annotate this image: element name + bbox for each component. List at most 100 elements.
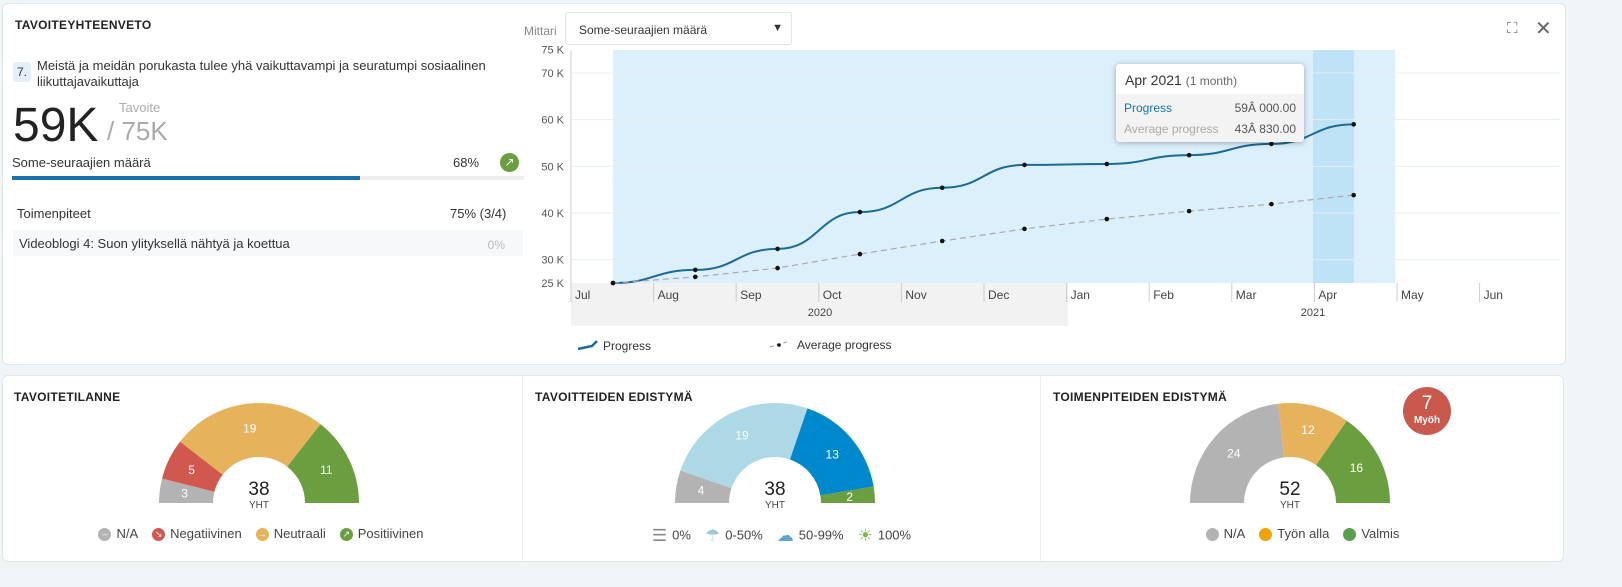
legend-item[interactable]: → Neutraali <box>255 526 326 542</box>
x-tick-label: Sep <box>740 288 762 302</box>
legend-dot-icon <box>1259 528 1273 542</box>
metric-select-value: Some-seuraajien määrä <box>579 23 708 37</box>
gauge-slice-label: 13 <box>826 448 840 462</box>
goal-number: 7. <box>13 62 32 82</box>
summary-title: TAVOITEYHTEENVETO <box>15 18 152 32</box>
x-tick-label: Apr <box>1318 288 1337 302</box>
legend-label: Työn alla <box>1277 526 1330 541</box>
close-icon[interactable]: ✕ <box>1535 18 1552 40</box>
legend-item[interactable]: – N/A <box>98 526 138 542</box>
data-point <box>1351 192 1356 198</box>
data-point <box>775 246 780 252</box>
target-label: Tavoite <box>119 100 161 115</box>
action-item-name: Videoblogi 4: Suon ylityksellä nähtyä ja… <box>19 236 290 251</box>
data-point <box>1186 152 1192 158</box>
gauge-slice-label: 19 <box>243 422 257 436</box>
legend-item[interactable]: ☂ 0-50% <box>705 526 763 546</box>
data-point <box>1269 201 1274 207</box>
gauge-slice <box>287 424 359 503</box>
x-tick-label: Mar <box>1236 288 1257 302</box>
legend-progress-label: Progress <box>603 339 651 353</box>
y-tick-label: 75 K <box>541 45 564 57</box>
fullscreen-icon[interactable]: ⛶ <box>1507 20 1518 37</box>
tooltip-sub: (1 month) <box>1185 74 1238 88</box>
gauge-total-label: YHT <box>1280 500 1300 511</box>
y-tick-label: 25 K <box>541 278 564 290</box>
legend-item[interactable]: ↘ Negatiivinen <box>152 526 242 542</box>
data-point <box>1022 226 1027 232</box>
chart-tooltip: Apr 2021 (1 month) Progress 59Â 000.00 Av… <box>1116 64 1304 142</box>
gauge-slice <box>162 441 223 492</box>
data-point <box>775 265 780 271</box>
legend-item[interactable]: Valmis <box>1343 526 1399 542</box>
gauge-total-label: YHT <box>765 500 785 511</box>
gauge-section: TOIMENPITEIDEN EDISTYMÄ 24 12 16 52 YHT 7 Myöh N… <box>1040 376 1564 561</box>
late-badge[interactable]: 7 Myöh <box>1403 387 1451 435</box>
legend-dot-icon <box>1343 528 1357 542</box>
gauge-slice-label: 5 <box>188 463 195 477</box>
legend-dot-icon: → <box>255 528 269 542</box>
gauge-slice <box>820 486 875 503</box>
gauge-title: TOIMENPITEIDEN EDISTYMÄ <box>1053 390 1228 404</box>
rain-cloud-icon: ☂ <box>704 526 721 545</box>
gauge-total: 38 <box>248 479 269 500</box>
target-value: / 75K <box>107 116 168 146</box>
tooltip-avg-label: Average progress <box>1124 122 1219 136</box>
gauge-legend: N/A Työn alla Valmis <box>1041 526 1564 542</box>
tooltip-progress-value: 59Â 000.00 <box>1234 101 1296 115</box>
gauge-legend: – N/A ↘ Negatiivinen → Neutraali ↗ Positiivinen <box>2 526 520 542</box>
gauge-title: TAVOITETILANNE <box>14 390 121 404</box>
data-point <box>1351 122 1356 127</box>
gauge-slice-label: 16 <box>1350 461 1364 475</box>
x-tick-label: Feb <box>1153 288 1174 302</box>
gauge-slice <box>789 408 874 496</box>
gauge-slice <box>1190 403 1285 503</box>
gauge-slice-label: 3 <box>181 487 188 501</box>
action-item[interactable]: Videoblogi 4: Suon ylityksellä nähtyä ja… <box>13 230 523 256</box>
action-item-value: 0% <box>487 238 505 252</box>
legend-progress-swatch <box>577 340 598 351</box>
legend-dot-icon: ↗ <box>339 528 353 542</box>
legend-label: 0-50% <box>725 527 763 543</box>
x-tick-label: Jun <box>1484 288 1503 302</box>
x-tick-label: May <box>1401 288 1424 302</box>
legend-item[interactable]: ☀ 100% <box>858 526 912 546</box>
data-point <box>939 185 945 191</box>
gauge-slice <box>180 403 321 475</box>
y-tick-label: 50 K <box>541 161 564 173</box>
x-year-label: 2021 <box>1301 307 1325 319</box>
legend-dot-icon: ↘ <box>152 528 166 542</box>
fog-icon: ☰ <box>651 526 668 545</box>
gauge-slice <box>159 478 215 503</box>
legend-item[interactable]: ☰ 0% <box>652 526 691 546</box>
data-point <box>1269 141 1274 147</box>
gauge-slice-label: 4 <box>698 484 705 498</box>
legend-item[interactable]: N/A <box>1205 526 1245 542</box>
legend-item[interactable]: ☁ 50-99% <box>777 526 844 546</box>
metric-select[interactable]: Some-seuraajien määrä ▼ <box>565 12 792 45</box>
gauge-slice <box>1316 420 1390 503</box>
legend-average-label: Average progress <box>797 338 892 352</box>
gauge-section: TAVOITETILANNE 3 5 19 11 38 YHT – N/A ↘ Negatiivin… <box>2 376 520 561</box>
x-tick-label: Jan <box>1071 288 1090 302</box>
legend-item[interactable]: Työn alla <box>1259 526 1330 542</box>
data-point <box>857 209 863 215</box>
gauge-total: 52 <box>1279 479 1300 500</box>
legend-item[interactable]: ↗ Positiivinen <box>339 526 424 542</box>
tooltip-avg-value: 43Â 830.00 <box>1234 122 1296 136</box>
gauge-legend: ☰ 0% ☂ 0-50% ☁ 50-99% ☀ 100% <box>523 526 1040 546</box>
gauge-slice <box>1277 403 1347 466</box>
x-tick-label: Nov <box>905 288 926 302</box>
data-point <box>610 280 616 286</box>
late-label: Myöh <box>1413 415 1441 426</box>
legend-label: 50-99% <box>798 527 844 543</box>
chevron-down-icon: ▼ <box>772 22 783 34</box>
gauge-slice-label: 11 <box>320 463 333 477</box>
data-point <box>693 267 698 273</box>
data-point <box>939 238 945 244</box>
gauge-title: TAVOITTEIDEN EDISTYMÄ <box>535 390 693 404</box>
y-tick-label: 60 K <box>541 115 564 127</box>
metric-name: Some-seuraajien määrä <box>12 155 151 170</box>
